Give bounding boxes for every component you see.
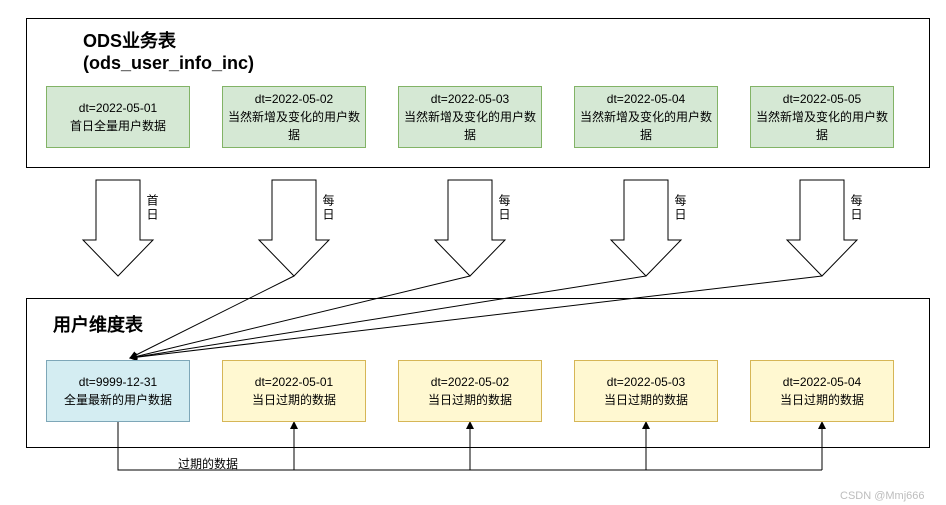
card-dt: dt=2022-05-02 [255, 90, 333, 108]
card-dt: dt=2022-05-05 [783, 90, 861, 108]
expired-data-label: 过期的数据 [178, 455, 238, 472]
watermark: CSDN @Mmj666 [840, 490, 925, 502]
ods-panel-title: ODS业务表(ods_user_info_inc) [83, 27, 254, 74]
flow-arrow-icon [611, 180, 681, 276]
ods-title-l1: ODS业务表 [83, 31, 176, 51]
card-dt: dt=2022-05-04 [607, 90, 685, 108]
card-dt: dt=2022-05-02 [431, 373, 509, 391]
ods-title-l2: (ods_user_info_inc) [83, 53, 254, 73]
dim-panel-title: 用户维度表 [53, 311, 143, 337]
card-dt: dt=2022-05-01 [79, 99, 157, 117]
arrow-label-daily: 每日 [848, 194, 865, 222]
card-desc: 首日全量用户数据 [70, 117, 166, 135]
card-desc: 当然新增及变化的用户数据 [755, 108, 889, 144]
ods-partition-card: dt=2022-05-02当然新增及变化的用户数据 [222, 86, 366, 148]
arrow-label-first: 首日 [144, 194, 161, 222]
card-desc: 当日过期的数据 [428, 391, 512, 409]
ods-partition-card: dt=2022-05-05当然新增及变化的用户数据 [750, 86, 894, 148]
card-dt: dt=2022-05-03 [431, 90, 509, 108]
flow-arrow-icon [787, 180, 857, 276]
dim-latest-card: dt=9999-12-31全量最新的用户数据 [46, 360, 190, 422]
dim-expired-card: dt=2022-05-02当日过期的数据 [398, 360, 542, 422]
dim-expired-card: dt=2022-05-03当日过期的数据 [574, 360, 718, 422]
dim-expired-card: dt=2022-05-01当日过期的数据 [222, 360, 366, 422]
ods-partition-card: dt=2022-05-01首日全量用户数据 [46, 86, 190, 148]
flow-arrow-icon [259, 180, 329, 276]
card-desc: 当日过期的数据 [252, 391, 336, 409]
card-dt: dt=9999-12-31 [79, 373, 157, 391]
card-dt: dt=2022-05-04 [783, 373, 861, 391]
card-desc: 当然新增及变化的用户数据 [227, 108, 361, 144]
flow-arrow-icon [83, 180, 153, 276]
card-desc: 当日过期的数据 [604, 391, 688, 409]
card-desc: 当然新增及变化的用户数据 [403, 108, 537, 144]
ods-partition-card: dt=2022-05-03当然新增及变化的用户数据 [398, 86, 542, 148]
card-desc: 当日过期的数据 [780, 391, 864, 409]
card-dt: dt=2022-05-01 [255, 373, 333, 391]
card-desc: 当然新增及变化的用户数据 [579, 108, 713, 144]
card-dt: dt=2022-05-03 [607, 373, 685, 391]
arrow-label-daily: 每日 [320, 194, 337, 222]
card-desc: 全量最新的用户数据 [64, 391, 172, 409]
arrow-label-daily: 每日 [672, 194, 689, 222]
ods-partition-card: dt=2022-05-04当然新增及变化的用户数据 [574, 86, 718, 148]
flow-arrow-icon [435, 180, 505, 276]
dim-expired-card: dt=2022-05-04当日过期的数据 [750, 360, 894, 422]
arrow-label-daily: 每日 [496, 194, 513, 222]
